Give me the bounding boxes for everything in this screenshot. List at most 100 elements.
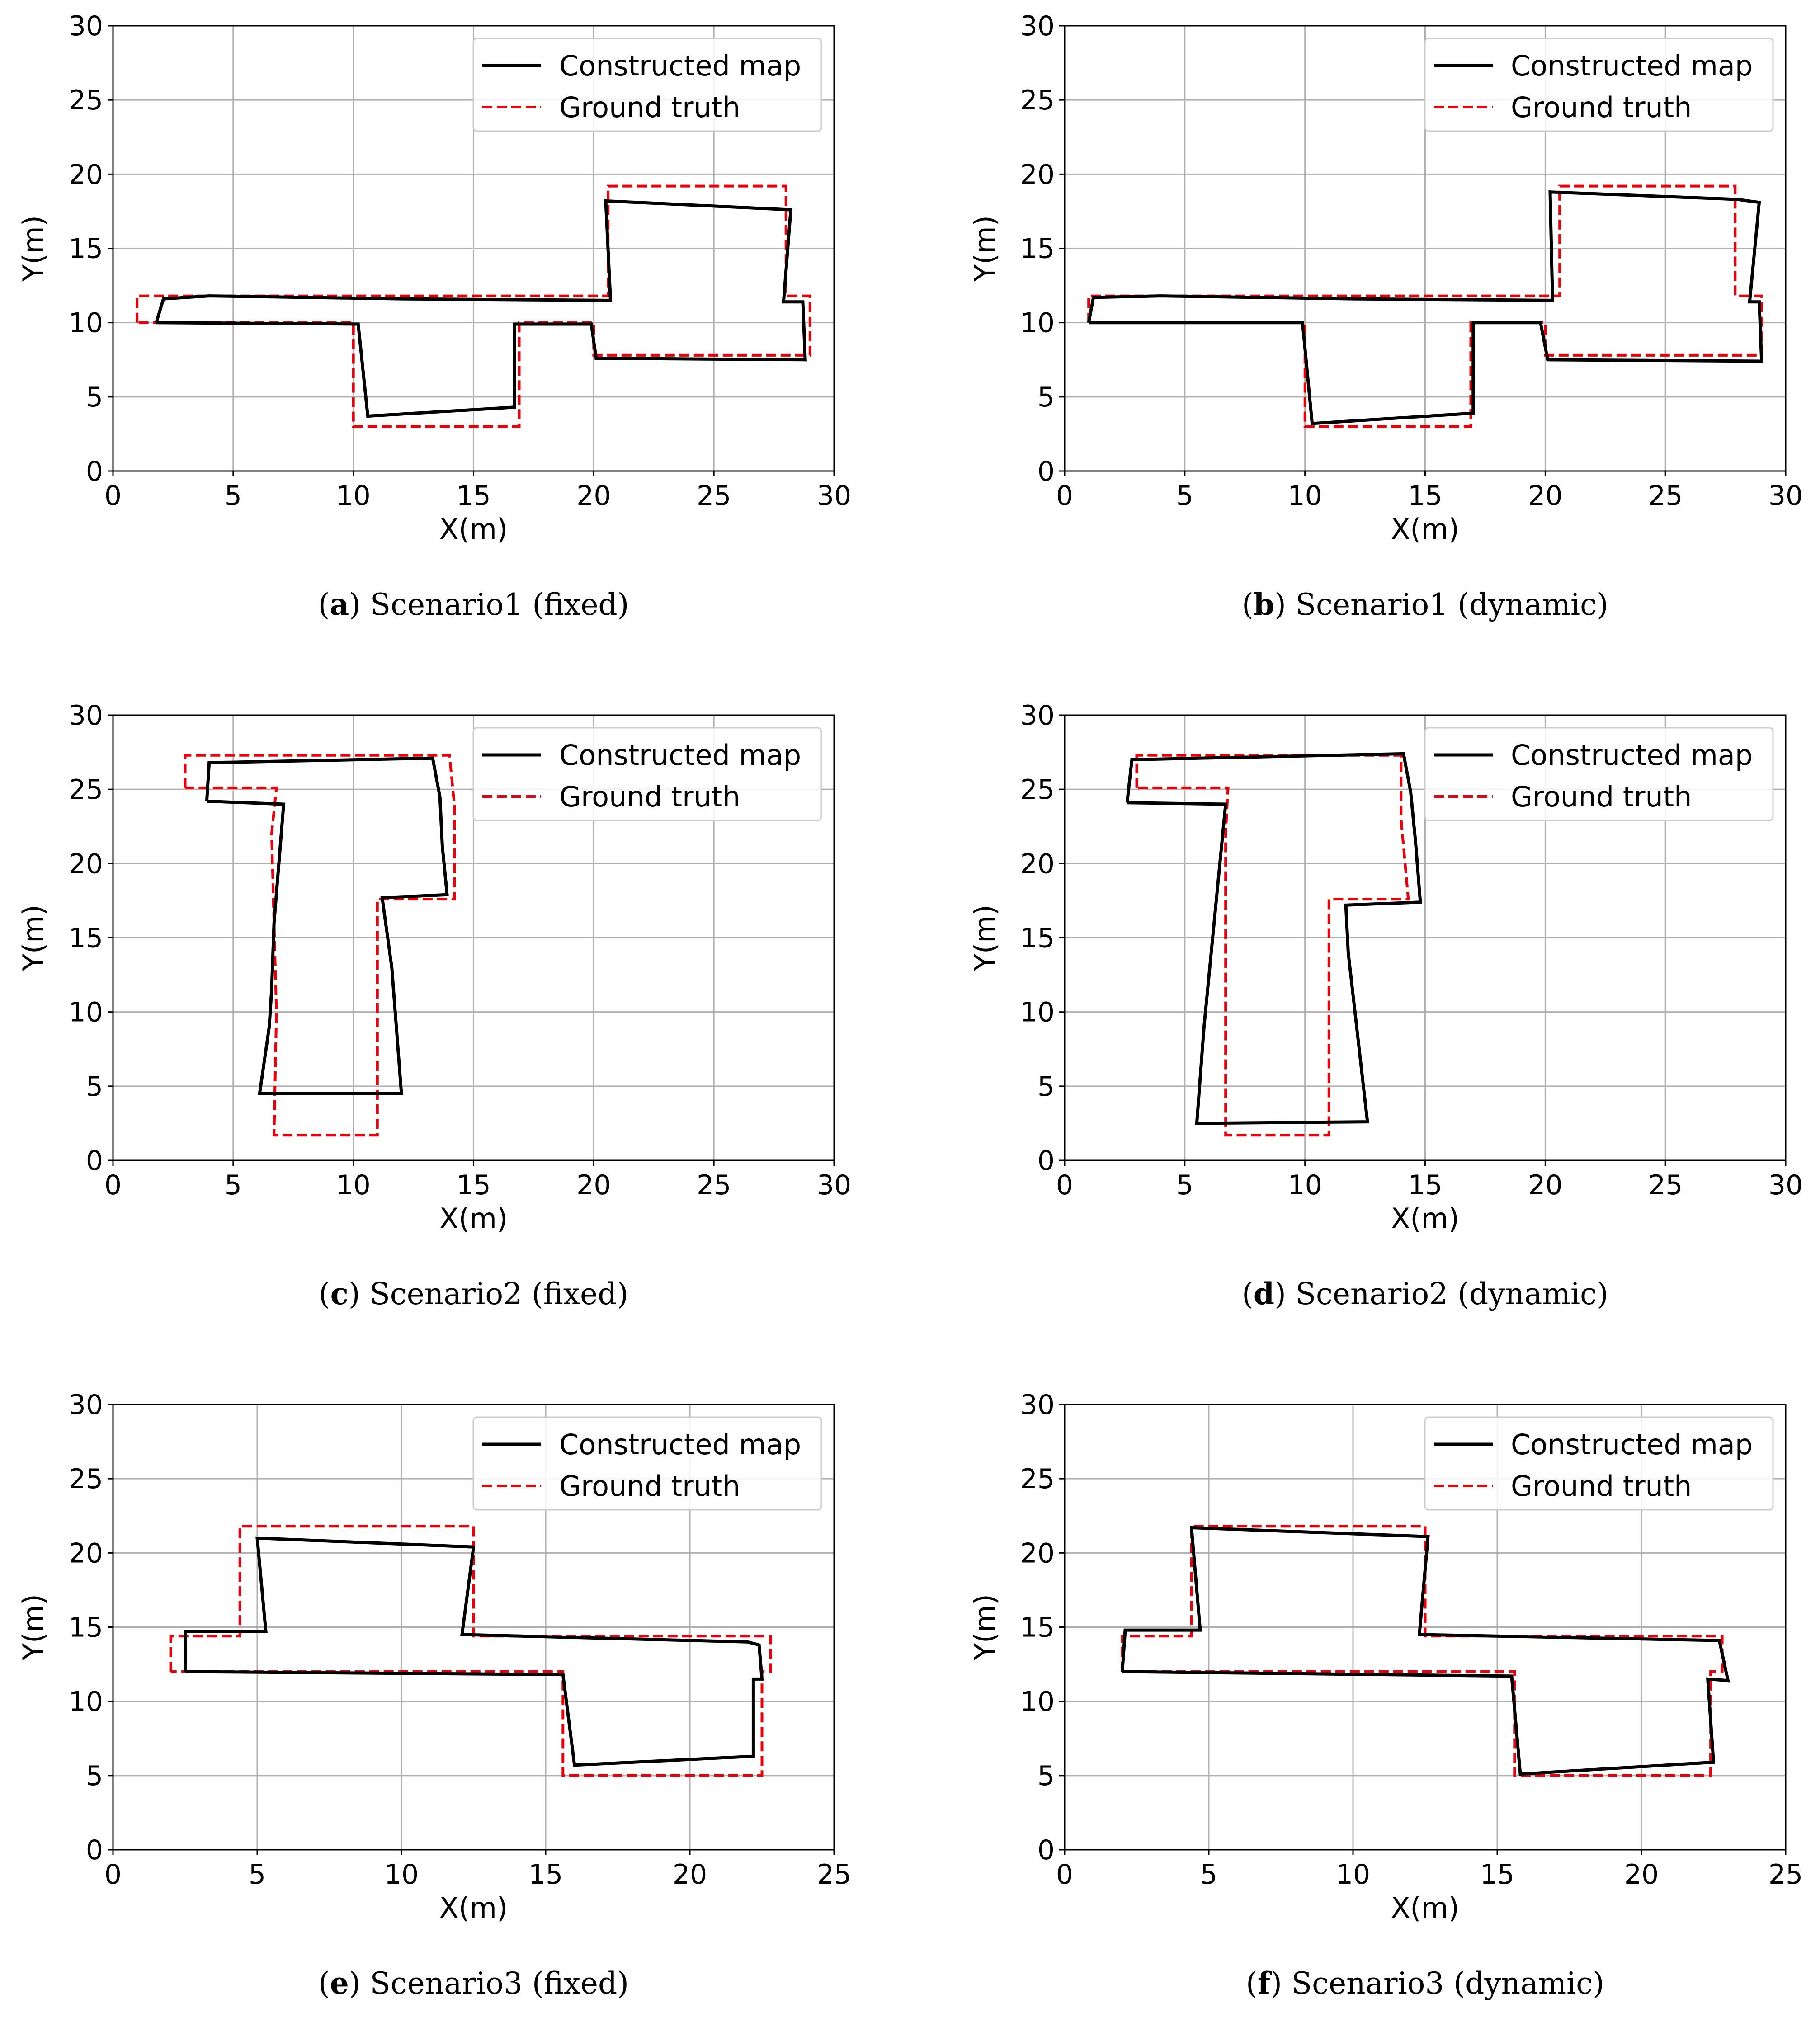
axes-frame <box>112 714 835 1161</box>
y-tick-label: 15 <box>1020 1612 1055 1644</box>
caption-text: Scenario2 (fixed) <box>360 1277 628 1311</box>
series-group <box>136 184 811 428</box>
y-tick-label: 15 <box>69 233 103 265</box>
x-tick-label: 20 <box>1624 1859 1659 1890</box>
caption-paren-open: ( <box>1246 1966 1258 2001</box>
legend-label-ground-truth: Ground truth <box>1511 1470 1692 1503</box>
y-axis-label: Y(m) <box>17 905 50 971</box>
constructed-map-line <box>1087 190 1763 425</box>
legend-box <box>1424 727 1774 821</box>
x-tick-label: 10 <box>1287 1169 1322 1201</box>
x-tick-label: 30 <box>1768 1169 1803 1201</box>
constructed-map-line <box>184 1536 764 1767</box>
x-tick-label: 25 <box>1768 1859 1803 1890</box>
y-tick-label: 10 <box>69 307 103 339</box>
constructed-map-line <box>155 199 807 418</box>
x-tick-label: 0 <box>1056 480 1073 512</box>
y-tick-label: 10 <box>69 1686 103 1718</box>
ground-truth-line <box>184 754 456 1137</box>
chart-panel-c: 0 5 10 15 20 25 30 0 5 10 15 20 25 30 Constructed map G… <box>17 700 851 1311</box>
ground-truth-line <box>169 1525 772 1777</box>
legend-label-constructed: Constructed map <box>559 739 801 772</box>
x-tick-label: 20 <box>1528 1169 1562 1201</box>
y-tick-label: 5 <box>86 1071 103 1103</box>
x-tick-label: 10 <box>384 1859 419 1890</box>
x-tick-label: 10 <box>1336 1859 1370 1890</box>
y-tick-label: 5 <box>1037 1760 1055 1792</box>
x-axis-label: X(m) <box>1391 513 1459 546</box>
x-axis-label: X(m) <box>1391 1202 1459 1235</box>
caption-paren-close: ) <box>349 1277 360 1311</box>
y-axis-label: Y(m) <box>17 215 50 282</box>
y-tick-label: 5 <box>86 1760 103 1792</box>
y-tick-label: 15 <box>1020 233 1055 265</box>
caption-paren-open: ( <box>318 587 330 622</box>
y-tick-label: 15 <box>1020 923 1055 954</box>
caption-paren-close: ) <box>1270 1966 1282 2001</box>
legend-label-constructed: Constructed map <box>559 49 801 82</box>
legend-label-ground-truth: Ground truth <box>559 1470 740 1503</box>
subfigure-caption: (b) Scenario1 (dynamic) <box>1242 587 1608 622</box>
legend-box <box>472 727 822 821</box>
y-tick-label: 10 <box>1020 1686 1055 1718</box>
caption-paren-open: ( <box>1242 1277 1254 1311</box>
legend-label-constructed: Constructed map <box>1511 49 1753 82</box>
y-tick-label: 20 <box>69 1537 103 1569</box>
legend-label-constructed: Constructed map <box>1511 1428 1753 1461</box>
y-tick-label: 10 <box>1020 307 1055 339</box>
x-tick-label: 5 <box>1176 1169 1193 1201</box>
legend-box <box>472 38 822 132</box>
x-tick-label: 10 <box>1287 480 1322 512</box>
subfigure-caption: (e) Scenario3 (fixed) <box>318 1965 629 2001</box>
constructed-map-line <box>1125 752 1422 1125</box>
y-tick-label: 0 <box>1037 1145 1055 1177</box>
x-tick-label: 15 <box>456 480 490 512</box>
x-tick-label: 15 <box>456 1169 490 1201</box>
x-tick-label: 5 <box>225 480 242 512</box>
x-tick-label: 30 <box>817 1169 851 1201</box>
series-group <box>184 754 456 1137</box>
chart-panel-d: 0 5 10 15 20 25 30 0 5 10 15 20 25 30 Constructed map G… <box>968 700 1803 1311</box>
y-axis-label: Y(m) <box>968 905 1001 971</box>
legend-box <box>1424 38 1774 132</box>
axes-frame <box>1064 25 1787 472</box>
x-tick-label: 20 <box>1528 480 1562 512</box>
x-axis-label: X(m) <box>439 1202 508 1235</box>
y-tick-label: 25 <box>69 85 103 116</box>
axes-frame <box>112 1404 835 1851</box>
x-tick-label: 15 <box>528 1859 563 1890</box>
y-tick-label: 5 <box>86 382 103 413</box>
caption-letter: e <box>330 1965 349 2001</box>
x-tick-label: 0 <box>104 480 122 512</box>
legend-label-ground-truth: Ground truth <box>1511 780 1692 813</box>
ground-truth-line <box>1121 1525 1724 1777</box>
legend-label-ground-truth: Ground truth <box>559 91 740 124</box>
chart-panel-a: 0 5 10 15 20 25 30 0 5 10 15 20 25 30 Constructed map G… <box>17 10 851 622</box>
x-axis-label: X(m) <box>1391 1891 1459 1924</box>
x-tick-label: 10 <box>336 1169 370 1201</box>
y-tick-label: 20 <box>1020 848 1055 880</box>
axes-frame <box>112 25 835 472</box>
x-axis-label: X(m) <box>439 1891 508 1924</box>
x-tick-label: 15 <box>1408 1169 1442 1201</box>
axes-frame <box>1064 714 1787 1161</box>
y-axis-label: Y(m) <box>17 1594 50 1661</box>
y-tick-label: 20 <box>1020 1537 1055 1569</box>
y-tick-label: 30 <box>69 10 103 42</box>
x-axis-label: X(m) <box>439 513 508 546</box>
chart-panel-b: 0 5 10 15 20 25 30 0 5 10 15 20 25 30 Constructed map G… <box>968 10 1803 622</box>
subfigure-caption: (c) Scenario2 (fixed) <box>319 1276 628 1311</box>
series-group <box>1121 1525 1730 1777</box>
subfigure-caption: (f) Scenario3 (dynamic) <box>1246 1965 1604 2001</box>
constructed-map-line <box>205 756 449 1095</box>
x-tick-label: 25 <box>817 1859 851 1890</box>
x-tick-label: 15 <box>1408 480 1442 512</box>
y-tick-label: 25 <box>69 774 103 806</box>
y-tick-label: 30 <box>1020 700 1055 731</box>
y-tick-label: 30 <box>69 700 103 731</box>
x-tick-label: 5 <box>1176 480 1193 512</box>
y-tick-label: 10 <box>1020 997 1055 1028</box>
y-tick-label: 30 <box>1020 10 1055 42</box>
caption-text: Scenario3 (fixed) <box>361 1966 629 2001</box>
